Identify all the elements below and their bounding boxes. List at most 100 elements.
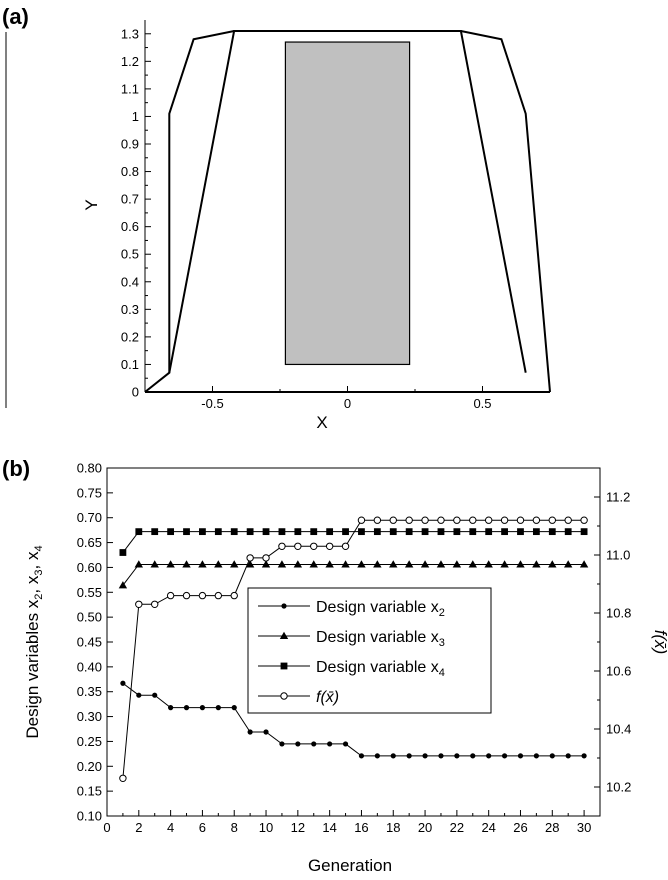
- point-series-3: [182, 591, 191, 600]
- x-tick-label-b: 8: [231, 820, 238, 835]
- point-series-0: [152, 692, 158, 698]
- point-series-2: [246, 528, 254, 536]
- point-series-3: [278, 542, 286, 550]
- point-series-1: [484, 560, 493, 568]
- point-series-2: [151, 528, 159, 536]
- point-series-2: [469, 528, 477, 536]
- point-series-2: [310, 528, 318, 536]
- point-series-0: [279, 741, 285, 747]
- y-left-tick-label-b: 0.55: [77, 585, 102, 600]
- point-series-2: [294, 528, 302, 536]
- point-series-1: [150, 560, 159, 568]
- y-tick-label-a: 0: [132, 385, 139, 400]
- point-series-0: [327, 741, 333, 747]
- x-tick-label-b: 18: [386, 820, 400, 835]
- point-series-2: [564, 528, 572, 536]
- point-series-2: [580, 528, 588, 536]
- point-series-2: [358, 528, 365, 536]
- point-series-1: [404, 560, 414, 568]
- y-left-tick-label-b: 0.30: [77, 709, 102, 724]
- point-series-3: [500, 516, 509, 524]
- panel-a: (a) 0 0.1 0.2 0.3 0.4 0.5 0.6 0.7 0.8 0.9 1 1.1 1.2 1…: [2, 4, 551, 432]
- y-left-tick-label-b: 0.25: [77, 734, 102, 749]
- point-series-1: [516, 560, 525, 568]
- point-series-2: [453, 528, 461, 536]
- y-left-tick-label-b: 0.80: [77, 461, 102, 476]
- y-tick-label-a: 0.5: [121, 247, 139, 262]
- x-tick-label-b: 26: [513, 820, 527, 835]
- y-tick-label-a: 1.2: [121, 54, 139, 69]
- point-series-2: [532, 528, 540, 536]
- point-series-1: [118, 581, 128, 589]
- point-series-1: [452, 560, 462, 568]
- point-series-0: [231, 705, 237, 711]
- point-series-0: [295, 741, 301, 747]
- point-series-2: [548, 528, 556, 536]
- point-series-3: [325, 542, 334, 550]
- point-series-3: [230, 591, 238, 600]
- x-tick-label-b: 28: [545, 820, 559, 835]
- y-left-tick-label-b: 0.20: [77, 759, 102, 774]
- point-series-0: [533, 753, 539, 759]
- x-tick-label-a: 0.5: [473, 396, 491, 411]
- point-series-0: [390, 753, 396, 759]
- y-tick-label-a: 0.8: [121, 164, 139, 179]
- point-series-3: [516, 516, 525, 524]
- series-layer: [118, 516, 589, 782]
- point-series-0: [311, 741, 317, 747]
- y-tick-label-a: 1.1: [121, 81, 139, 96]
- point-series-0: [581, 753, 587, 759]
- point-series-2: [167, 528, 175, 536]
- point-series-3: [389, 516, 397, 524]
- point-series-3: [119, 774, 127, 782]
- point-series-1: [309, 560, 318, 568]
- y-axis-title-a: Y: [82, 199, 101, 210]
- legend-sub-x4: 4: [439, 667, 445, 679]
- svg-text:Design variable x3: Design variable x3: [316, 629, 445, 649]
- legend-entry-x2: Design variable x2: [258, 599, 445, 619]
- point-series-3: [580, 516, 588, 524]
- y-right-tick-label-b: 10.2: [606, 780, 631, 795]
- x-tick-label-b: 12: [291, 820, 305, 835]
- y-tick-label-a: 0.1: [121, 357, 139, 372]
- point-series-0: [247, 729, 253, 735]
- point-series-3: [214, 591, 223, 600]
- point-series-1: [373, 560, 382, 568]
- point-series-0: [422, 753, 428, 759]
- y-left-tick-label-b: 0.65: [77, 535, 102, 550]
- svg-text:Design variable x4: Design variable x4: [316, 659, 445, 679]
- point-series-0: [215, 705, 221, 711]
- legend-label-f: f(x̄): [316, 689, 339, 706]
- point-series-3: [421, 516, 429, 524]
- point-series-0: [199, 705, 206, 711]
- legend: Design variable x2 Design variable x3 De…: [247, 587, 492, 714]
- x-tick-label-b: 0: [103, 820, 110, 835]
- legend-entry-x4: Design variable x4: [258, 659, 445, 679]
- legend-sub-x3: 3: [439, 637, 445, 649]
- x-tick-label-b: 24: [481, 820, 495, 835]
- x-axis-title-b: Generation: [308, 856, 392, 875]
- point-series-2: [119, 549, 127, 556]
- point-series-0: [374, 753, 380, 759]
- grey-rectangle-layer: [284, 41, 411, 366]
- point-series-2: [199, 528, 206, 536]
- point-series-0: [501, 753, 508, 759]
- y-axis-title-right-b: f(x̄): [651, 630, 668, 655]
- point-series-2: [326, 528, 334, 536]
- point-series-3: [405, 516, 413, 524]
- point-series-3: [310, 542, 318, 550]
- point-series-0: [517, 753, 524, 759]
- point-series-2: [230, 528, 238, 536]
- point-series-1: [563, 560, 573, 568]
- point-series-3: [564, 516, 572, 524]
- point-series-3: [453, 516, 461, 524]
- legend-box: [247, 587, 492, 714]
- point-series-2: [485, 528, 493, 536]
- point-series-3: [373, 516, 382, 524]
- x-tick-label-b: 4: [167, 820, 174, 835]
- point-series-1: [341, 560, 350, 568]
- point-series-3: [198, 591, 207, 600]
- legend-label-x3: Design variable x: [316, 629, 439, 646]
- legend-sub-x2: 2: [439, 607, 445, 619]
- point-series-1: [532, 560, 541, 568]
